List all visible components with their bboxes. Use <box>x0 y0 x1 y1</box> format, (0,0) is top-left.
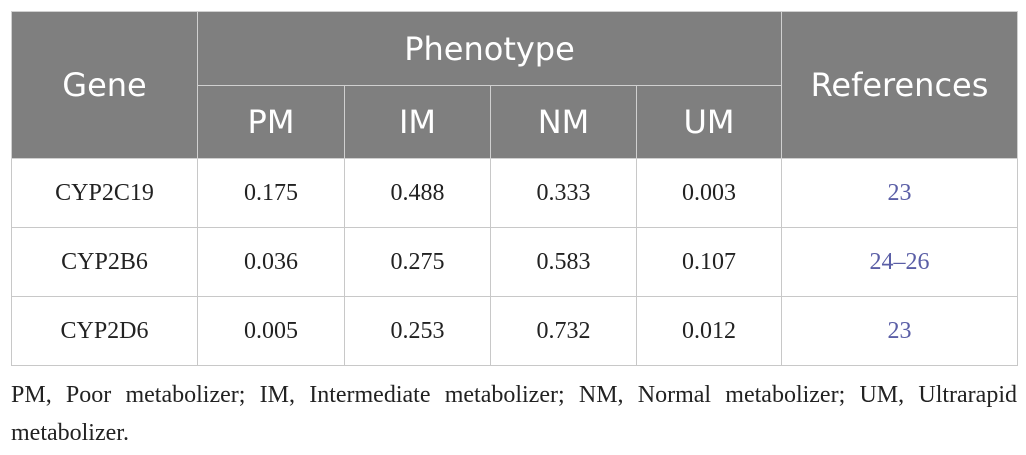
table-cell: 0.333 <box>490 158 637 228</box>
table-cell: CYP2D6 <box>11 296 198 366</box>
header-cell: References <box>781 11 1018 159</box>
header-cell: NM <box>490 85 637 159</box>
table-cell: 0.488 <box>344 158 491 228</box>
data-table: Gene Phenotype References PM IM NM UM CYP2C… <box>11 11 1018 366</box>
table-cell: 24–26 <box>781 227 1018 297</box>
header-cell: Phenotype <box>197 11 782 86</box>
table-row: CYP2B6 0.036 0.275 0.583 0.107 24–26 <box>11 227 1018 297</box>
table-cell: 0.253 <box>344 296 491 366</box>
table-cell: 23 <box>781 296 1018 366</box>
table-cell: 0.003 <box>636 158 782 228</box>
table-cell: 0.005 <box>197 296 345 366</box>
table-cell: 0.175 <box>197 158 345 228</box>
footnote: PM, Poor metabolizer; IM, Intermediate m… <box>11 382 1017 446</box>
table-cell: 0.583 <box>490 227 637 297</box>
table-row: CYP2D6 0.005 0.253 0.732 0.012 23 <box>11 296 1018 366</box>
header-cell: PM <box>197 85 345 159</box>
table-cell: 0.732 <box>490 296 637 366</box>
table-cell: 0.012 <box>636 296 782 366</box>
header-cell: IM <box>344 85 491 159</box>
header-cell: UM <box>636 85 782 159</box>
table-row: CYP2C19 0.175 0.488 0.333 0.003 23 <box>11 158 1018 228</box>
header-cell: Gene <box>11 11 198 159</box>
table-cell: CYP2C19 <box>11 158 198 228</box>
table-cell: 23 <box>781 158 1018 228</box>
table-cell: CYP2B6 <box>11 227 198 297</box>
table-cell: 0.107 <box>636 227 782 297</box>
table-cell: 0.036 <box>197 227 345 297</box>
table-cell: 0.275 <box>344 227 491 297</box>
